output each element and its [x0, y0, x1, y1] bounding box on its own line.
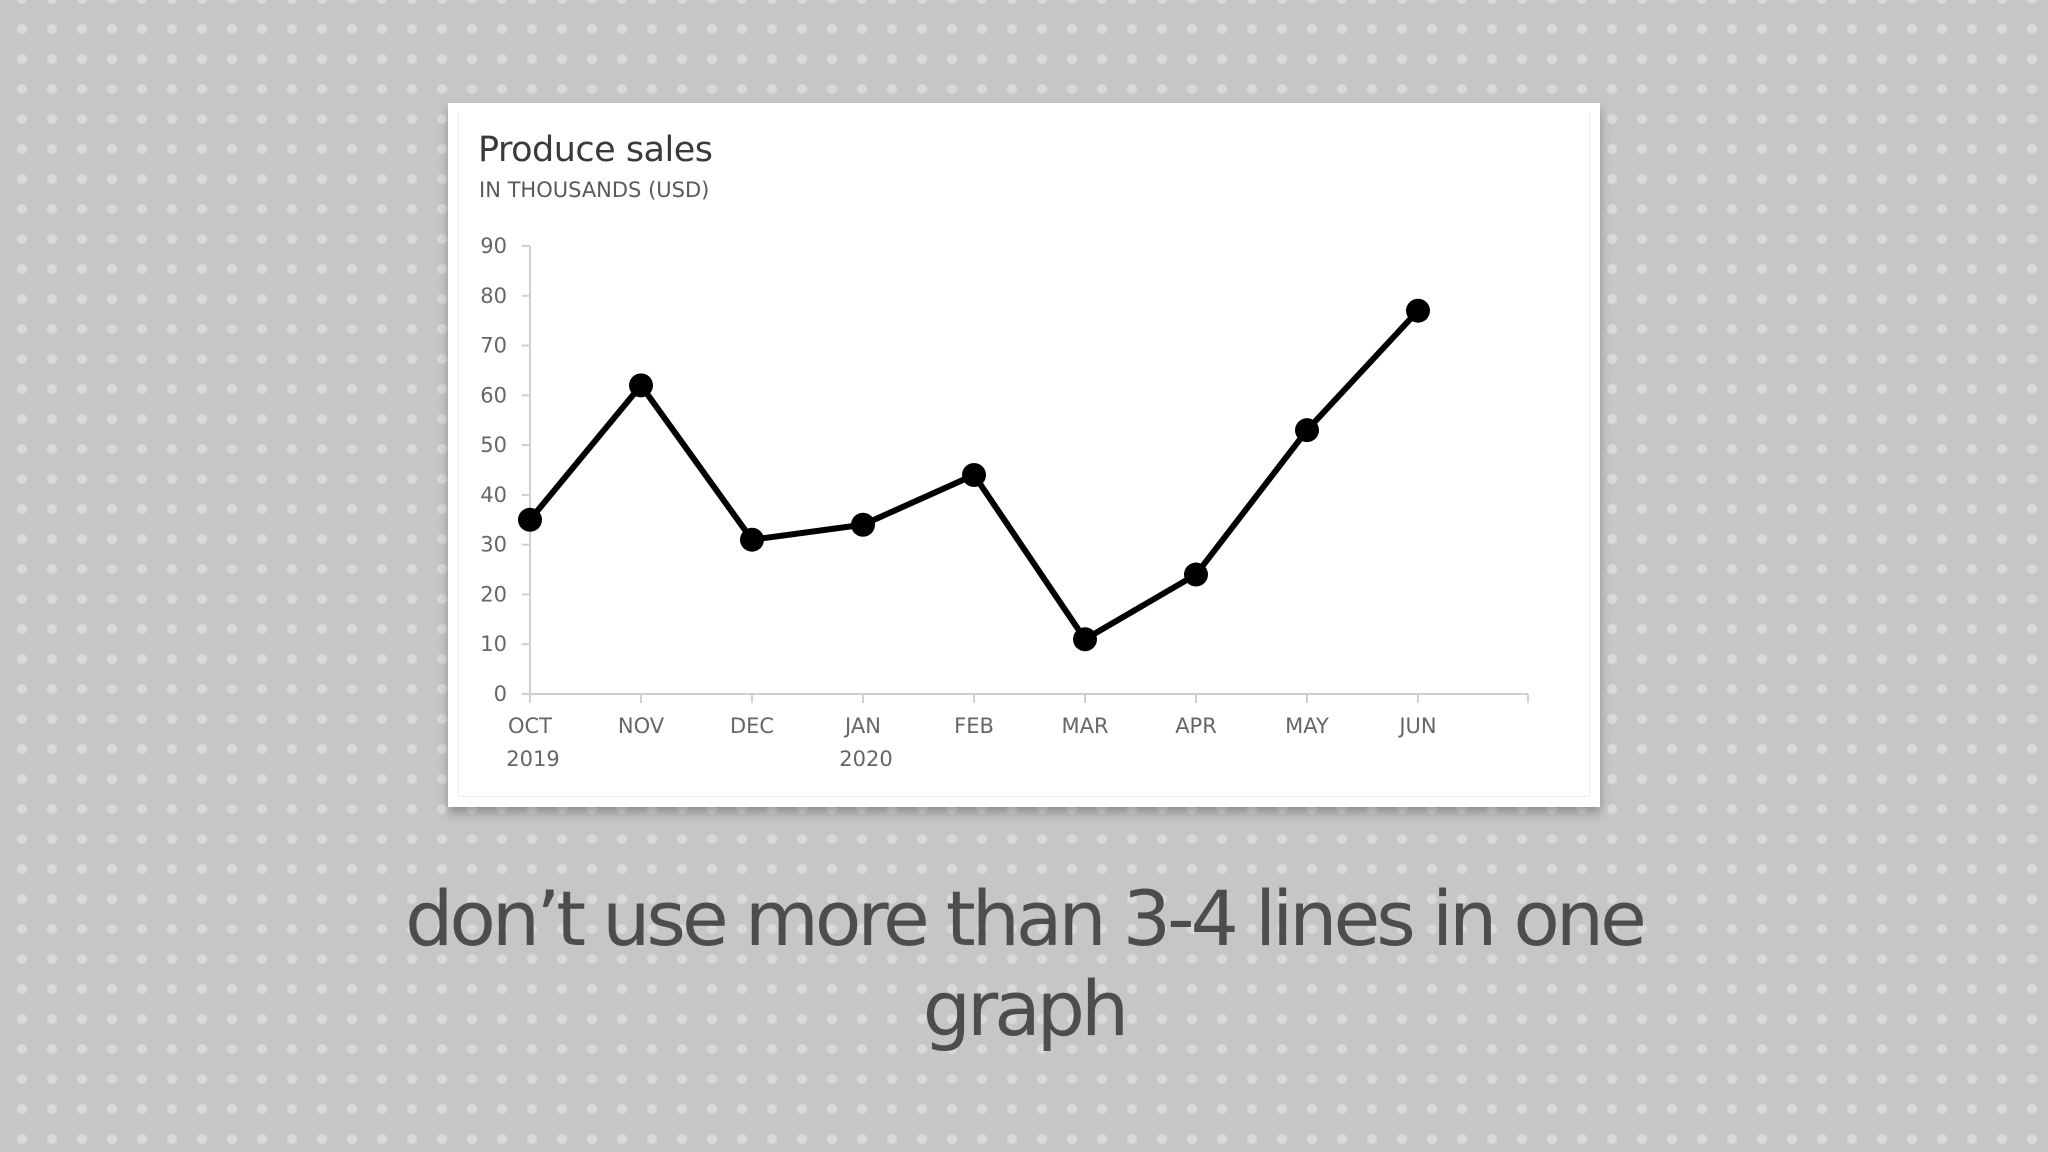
- x-tick-label: MAR: [1061, 714, 1108, 738]
- x-tick-label: NOV: [618, 714, 665, 738]
- y-tick-label: 50: [480, 433, 507, 457]
- data-point: [1406, 298, 1430, 323]
- data-point: [962, 462, 986, 487]
- y-tick-label: 40: [480, 483, 507, 507]
- data-point: [629, 373, 653, 398]
- y-tick-label: 60: [480, 383, 507, 407]
- y-tick-label: 10: [480, 632, 507, 656]
- chart-card-inner-border: [458, 113, 1590, 797]
- caption-line-1: don’t use more than 3-4 lines in one: [405, 874, 1647, 963]
- x-tick-label: JAN: [843, 714, 881, 738]
- x-tick-label: APR: [1175, 714, 1217, 738]
- data-point: [740, 527, 764, 552]
- chart-subtitle: IN THOUSANDS (USD): [479, 178, 710, 202]
- data-point: [1295, 418, 1319, 443]
- y-tick-label: 80: [480, 284, 507, 308]
- caption-line-2: graph: [922, 964, 1129, 1053]
- y-tick-label: 20: [480, 582, 507, 606]
- data-point: [1184, 562, 1208, 587]
- x-tick-label: FEB: [954, 714, 994, 738]
- y-tick-label: 30: [480, 533, 507, 557]
- x-tick-label: OCT: [508, 714, 552, 738]
- chart-card: [448, 103, 1600, 807]
- x-tick-label: DEC: [730, 714, 774, 738]
- data-point: [851, 512, 875, 537]
- x-tick-sublabel: 2020: [839, 747, 892, 771]
- x-tick-label: JUN: [1397, 714, 1436, 738]
- x-tick-label: MAY: [1285, 714, 1329, 738]
- y-tick-label: 0: [494, 682, 507, 706]
- y-tick-label: 70: [480, 334, 507, 358]
- chart-title: Produce sales: [478, 130, 713, 170]
- y-tick-label: 90: [480, 234, 507, 258]
- x-tick-sublabel: 2019: [506, 747, 559, 771]
- data-point: [1073, 627, 1097, 652]
- data-point: [518, 507, 542, 532]
